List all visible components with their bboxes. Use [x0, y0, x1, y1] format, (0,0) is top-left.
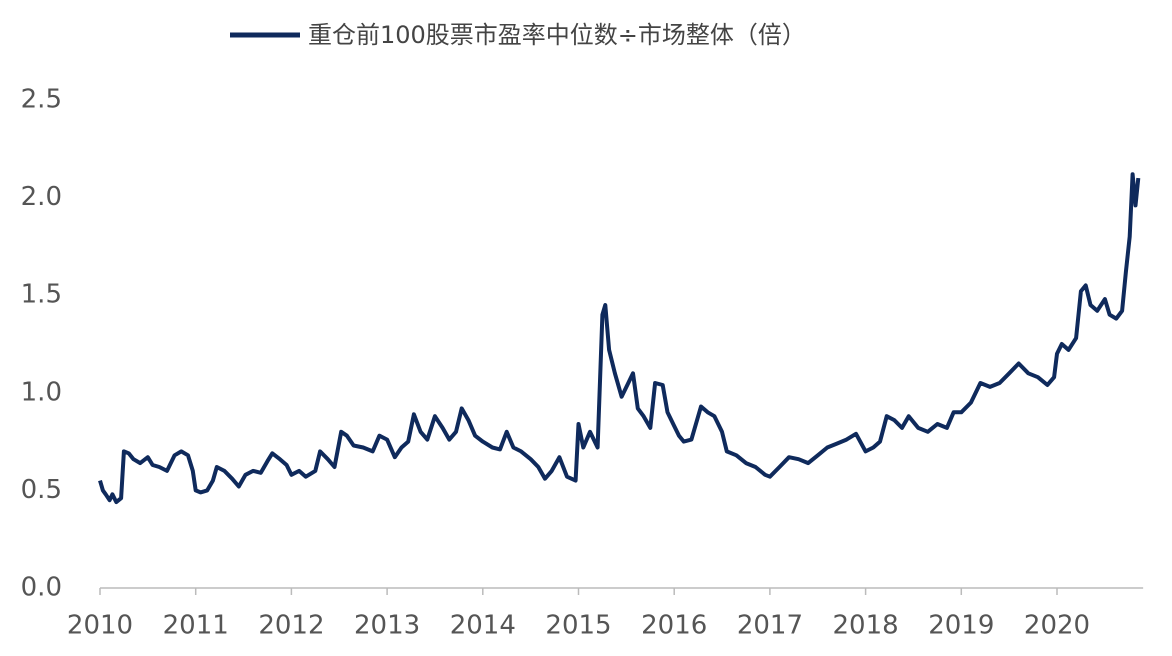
y-tick-label: 1.5 [21, 280, 62, 310]
x-tick-label: 2015 [545, 611, 611, 641]
x-tick-label: 2016 [641, 611, 707, 641]
x-tick-label: 2018 [833, 611, 899, 641]
x-tick-label: 2012 [258, 611, 324, 641]
x-tick-label: 2019 [928, 611, 994, 641]
x-tick-label: 2013 [354, 611, 420, 641]
x-tick-label: 2011 [163, 611, 229, 641]
x-tick-label: 2020 [1024, 611, 1090, 641]
y-tick-label: 0.0 [21, 573, 62, 603]
y-tick-label: 2.5 [21, 85, 62, 115]
y-tick-label: 1.0 [21, 377, 62, 407]
y-tick-label: 0.5 [21, 475, 62, 505]
x-tick-label: 2010 [67, 611, 133, 641]
data-line [98, 172, 1141, 505]
x-tick-label: 2017 [737, 611, 803, 641]
x-tick-label: 2014 [450, 611, 516, 641]
y-tick-label: 2.0 [21, 182, 62, 212]
legend-label: 重仓前100股票市盈率中位数÷市场整体（倍） [308, 21, 806, 49]
